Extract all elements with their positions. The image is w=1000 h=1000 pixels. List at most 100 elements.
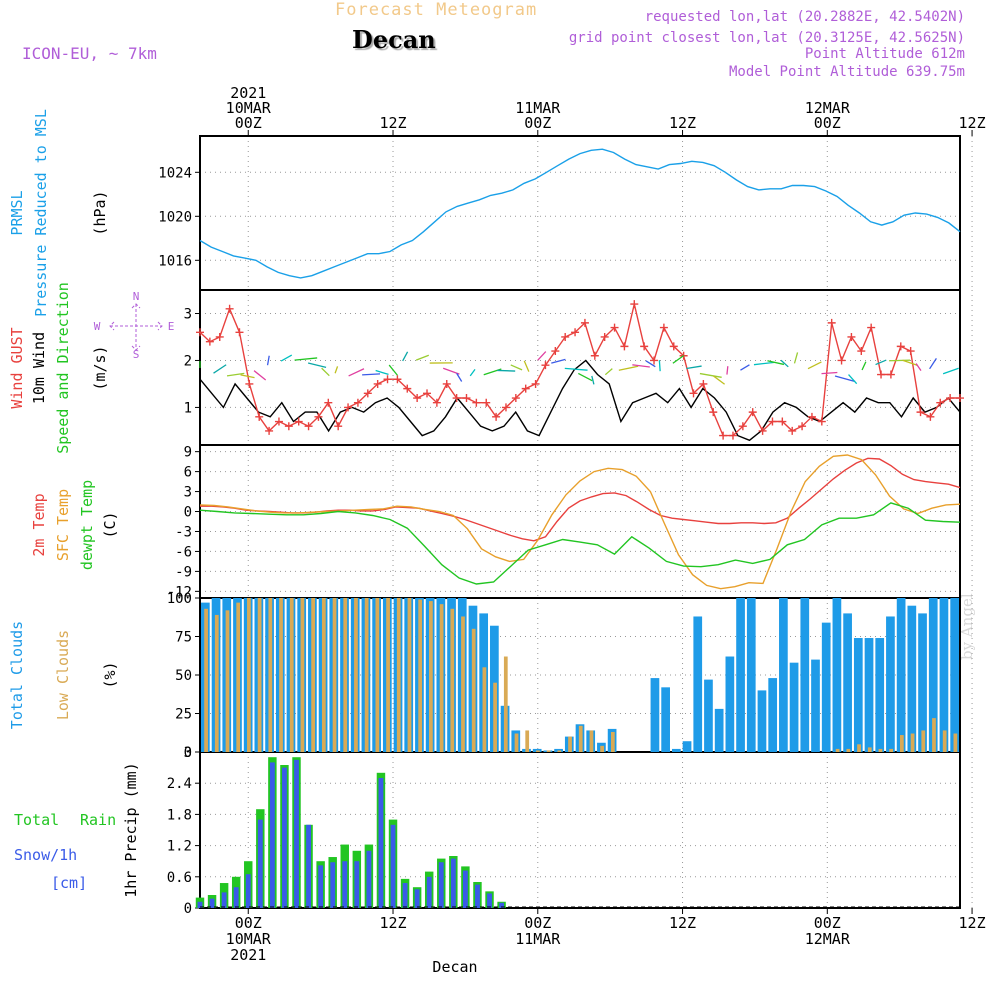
low-cloud-bar: [471, 628, 476, 752]
total-cloud-bar: [693, 616, 703, 752]
low-cloud-label: Low Clouds: [54, 630, 72, 720]
gust-marker: [432, 398, 441, 407]
gust-marker: [324, 398, 333, 407]
gust-marker: [541, 361, 550, 370]
precip-total-label: Total: [14, 811, 59, 829]
gust-marker: [423, 389, 432, 398]
wind-direction-label: Speed and Direction: [54, 282, 72, 454]
low-cloud-bar: [514, 733, 519, 752]
low-cloud-bar: [343, 598, 348, 752]
gust-marker: [551, 347, 560, 356]
compass-w: W: [94, 320, 101, 333]
wind-direction-arrow: [497, 369, 516, 372]
y-tick-label: 1.8: [167, 807, 192, 823]
gust-marker: [738, 422, 747, 431]
gust-marker: [442, 379, 451, 388]
precip-rain-bar: [378, 778, 384, 908]
precip-rain-bar: [438, 862, 444, 908]
top-time-label: 11MAR: [515, 99, 561, 117]
precip-rain-bar: [462, 870, 468, 908]
precip-rain-bar: [366, 850, 372, 908]
precip-rain-bar: [487, 893, 492, 908]
bottom-time-label: 00Z: [814, 914, 841, 932]
wind-direction-arrow: [402, 351, 409, 362]
temp-unit: (C): [101, 511, 119, 538]
gust-marker: [215, 332, 224, 341]
wind-direction-arrow: [564, 367, 588, 371]
low-cloud-bar: [482, 667, 487, 752]
y-tick-label: 1: [184, 400, 192, 416]
wind-direction-arrow: [902, 359, 918, 366]
top-time-label: 00Z: [235, 114, 262, 132]
compass-s: S: [133, 348, 140, 361]
low-cloud-bar: [450, 608, 455, 752]
gust-marker: [274, 417, 283, 426]
grid-point-coordinates: grid point closest lon,lat (20.3125E, 42…: [568, 30, 965, 46]
wind-direction-arrow: [591, 375, 595, 385]
wind-direction-arrow: [442, 367, 460, 375]
low-cloud-bar: [257, 598, 262, 752]
pressure-line: [199, 148, 961, 279]
wind-direction-arrow: [875, 359, 887, 366]
y-tick-label: 1016: [158, 253, 192, 269]
low-cloud-bar: [610, 731, 615, 752]
low-cloud-bar: [536, 750, 540, 752]
low-cloud-bar: [204, 608, 208, 752]
gust-marker: [699, 379, 708, 388]
top-time-label: 12Z: [959, 114, 986, 132]
low-cloud-bar: [942, 730, 947, 752]
low-cloud-bar: [236, 602, 241, 752]
gust-marker: [689, 389, 698, 398]
pressure-unit: (hPa): [91, 190, 109, 235]
gust-marker: [580, 318, 589, 327]
t2m-label: 2m Temp: [30, 493, 48, 556]
bottom-time-label: 12MAR: [805, 930, 851, 948]
wind-direction-arrow: [348, 368, 365, 377]
precip-rain-bar: [221, 892, 227, 908]
wind-direction-arrow: [604, 368, 613, 376]
gust-marker: [334, 422, 343, 431]
gust-marker: [225, 304, 234, 313]
gust-marker: [847, 332, 856, 341]
compass-e: E: [168, 320, 175, 333]
wind-direction-arrow: [848, 374, 858, 385]
low-cloud-bar: [953, 733, 958, 752]
low-cloud-bar: [311, 598, 315, 752]
low-cloud-bar: [429, 601, 433, 752]
gust-marker: [482, 398, 491, 407]
gust-marker: [896, 342, 905, 351]
precip-rain-bar: [475, 884, 480, 908]
total-cloud-bar: [650, 678, 660, 752]
wind-direction-arrow: [240, 374, 255, 379]
low-cloud-bar: [354, 598, 358, 752]
top-time-label: 10MAR: [226, 99, 272, 117]
total-cloud-bar: [779, 598, 788, 752]
gust-marker: [788, 426, 797, 435]
bottom-time-label: 12Z: [379, 914, 406, 932]
dewpoint-line: [199, 502, 961, 585]
top-time-label: 2021: [230, 84, 266, 102]
pressure-label-short: PRMSL: [8, 190, 26, 235]
y-tick-label: 6: [184, 465, 192, 481]
wind-direction-arrow: [456, 373, 463, 382]
total-cloud-bar: [789, 662, 799, 752]
wind-direction-arrow: [713, 375, 725, 385]
gust-marker: [768, 417, 777, 426]
panel-frame-temperature: [199, 444, 961, 599]
y-tick-label: 75: [175, 630, 192, 646]
wind-direction-arrow: [578, 372, 593, 382]
total-cloud-bar: [896, 598, 906, 752]
precip-rain-bar: [342, 861, 348, 908]
low-cloud-bar: [546, 750, 551, 752]
low-cloud-bar: [225, 610, 230, 752]
precip-rain-bar: [499, 902, 504, 908]
precip-rain-label: Rain: [80, 811, 116, 829]
gust-label: Wind GUST: [8, 327, 26, 408]
total-cloud-bar: [853, 638, 863, 752]
wind10-line: [199, 359, 961, 442]
wind-direction-arrow: [672, 354, 685, 364]
y-tick-label: 3: [184, 306, 192, 322]
wind-direction-arrow: [780, 359, 789, 368]
gust-marker: [946, 394, 955, 403]
total-cloud-label: Total Clouds: [8, 621, 26, 729]
